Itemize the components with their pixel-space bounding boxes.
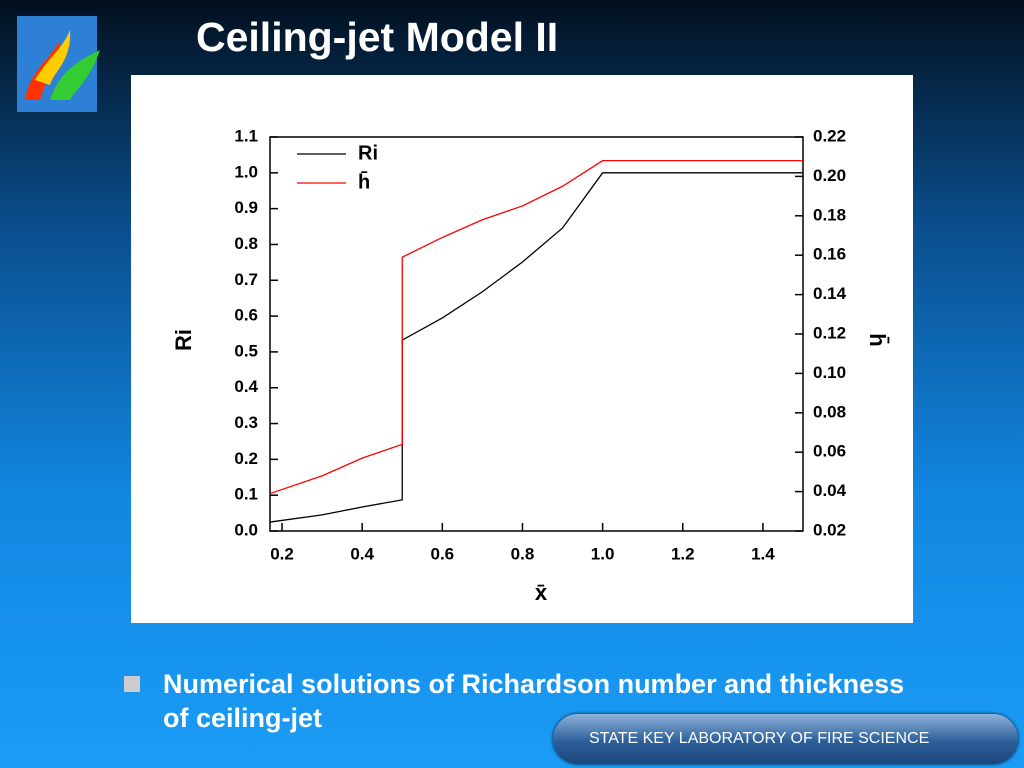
y-tick-label: 0.8 — [234, 234, 258, 253]
y2-tick-label: 0.08 — [813, 402, 846, 421]
legend-label: Ri — [358, 142, 378, 164]
y-tick-label: 0.3 — [234, 413, 258, 432]
y2-tick-label: 0.16 — [813, 245, 846, 264]
y2-tick-label: 0.20 — [813, 166, 846, 185]
y2-axis-label: h̄ — [865, 333, 890, 346]
bullet-icon — [124, 676, 140, 692]
y-tick-label: 0.9 — [234, 198, 258, 217]
x-tick-label: 1.4 — [751, 544, 775, 563]
y2-tick-label: 0.18 — [813, 205, 846, 224]
legend-label: h̄ — [358, 171, 370, 193]
y-axis-label: Ri — [171, 329, 196, 351]
x-tick-label: 0.6 — [431, 544, 455, 563]
y2-tick-label: 0.10 — [813, 363, 846, 382]
y-tick-label: 0.2 — [234, 449, 258, 468]
y-tick-label: 0.0 — [234, 520, 258, 539]
y2-tick-label: 0.06 — [813, 442, 846, 461]
y2-tick-label: 0.02 — [813, 520, 846, 539]
footer: STATE KEY LABORATORY OF FIRE SCIENCE — [553, 714, 1018, 764]
y-tick-label: 0.7 — [234, 270, 258, 289]
x-tick-label: 0.4 — [350, 544, 374, 563]
x-tick-label: 0.2 — [270, 544, 294, 563]
y-tick-label: 1.1 — [234, 126, 258, 145]
y2-tick-label: 0.04 — [813, 481, 847, 500]
data-line — [269, 172, 803, 523]
y-tick-label: 1.0 — [234, 162, 258, 181]
logo — [17, 16, 100, 112]
caption: Numerical solutions of Richardson number… — [163, 669, 905, 733]
x-tick-label: 1.0 — [591, 544, 615, 563]
y-tick-label: 0.5 — [234, 341, 258, 360]
y2-tick-label: 0.12 — [813, 323, 846, 342]
y2-tick-label: 0.22 — [813, 126, 846, 145]
x-axis-label: x̄ — [535, 580, 548, 605]
y-tick-label: 0.4 — [234, 377, 258, 396]
data-line — [269, 159, 803, 495]
slide-title: Ceiling-jet Model II — [196, 14, 559, 60]
y-tick-label: 0.1 — [234, 485, 258, 504]
y2-tick-label: 0.14 — [813, 284, 847, 303]
x-tick-label: 1.2 — [671, 544, 695, 563]
y-tick-label: 0.6 — [234, 306, 258, 325]
x-tick-label: 0.8 — [511, 544, 535, 563]
